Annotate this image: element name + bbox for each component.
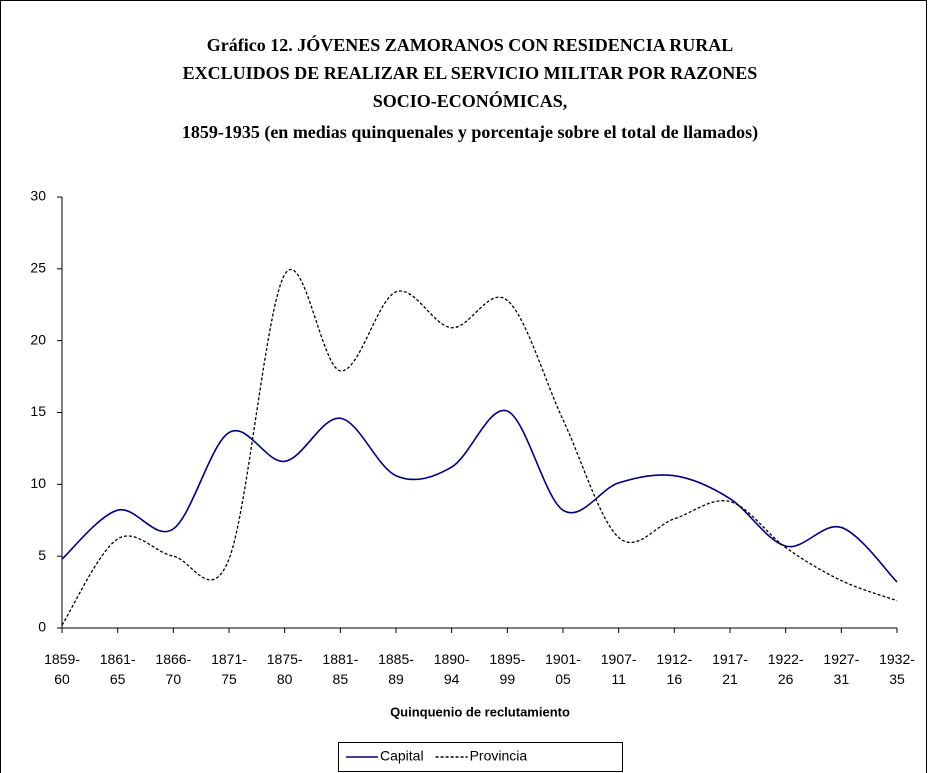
chart-title: SOCIO-ECONÓMICAS, (373, 90, 568, 111)
x-tick-label: 1885-89 (378, 651, 414, 687)
legend-label: Provincia (470, 748, 528, 764)
chart-title: EXCLUIDOS DE REALIZAR EL SERVICIO MILITA… (183, 63, 758, 83)
x-tick-label: 1875-80 (267, 651, 303, 687)
x-tick-label: 1866-70 (155, 651, 191, 687)
chart-title: 1859-1935 (en medias quinquenales y porc… (182, 122, 758, 143)
x-tick-label: 1895-99 (489, 651, 525, 687)
y-tick-label: 20 (30, 331, 46, 347)
y-tick-label: 15 (30, 403, 46, 419)
x-tick-label: 1871-75 (211, 651, 247, 687)
x-tick-label: 1890-94 (434, 651, 470, 687)
y-tick-label: 0 (38, 619, 46, 635)
x-tick-label: 1901-05 (545, 651, 581, 687)
x-axis-title: Quinquenio de reclutamiento (390, 704, 570, 719)
x-tick-label: 1912-16 (656, 651, 692, 687)
x-tick-label: 1917-21 (712, 651, 748, 687)
x-tick-label: 1922-26 (768, 651, 804, 687)
x-tick-label: 1881-85 (322, 651, 358, 687)
x-tick-label: 1907-11 (601, 651, 637, 687)
line (61, 269, 898, 626)
x-tick-label: 1932-35 (879, 651, 915, 687)
legend-box (338, 742, 623, 772)
line (61, 409, 898, 583)
x-tick-label: 1859-60 (44, 651, 80, 687)
y-tick-label: 25 (30, 260, 46, 276)
y-tick-label: 30 (30, 188, 46, 204)
y-tick-label: 10 (30, 475, 46, 491)
y-tick-label: 5 (38, 547, 46, 563)
x-tick-label: 1927-31 (823, 651, 859, 687)
chart-title: Gráfico 12. JÓVENES ZAMORANOS CON RESIDE… (207, 34, 734, 55)
x-tick-label: 1861-65 (100, 651, 136, 687)
legend-label: Capital (380, 748, 424, 764)
